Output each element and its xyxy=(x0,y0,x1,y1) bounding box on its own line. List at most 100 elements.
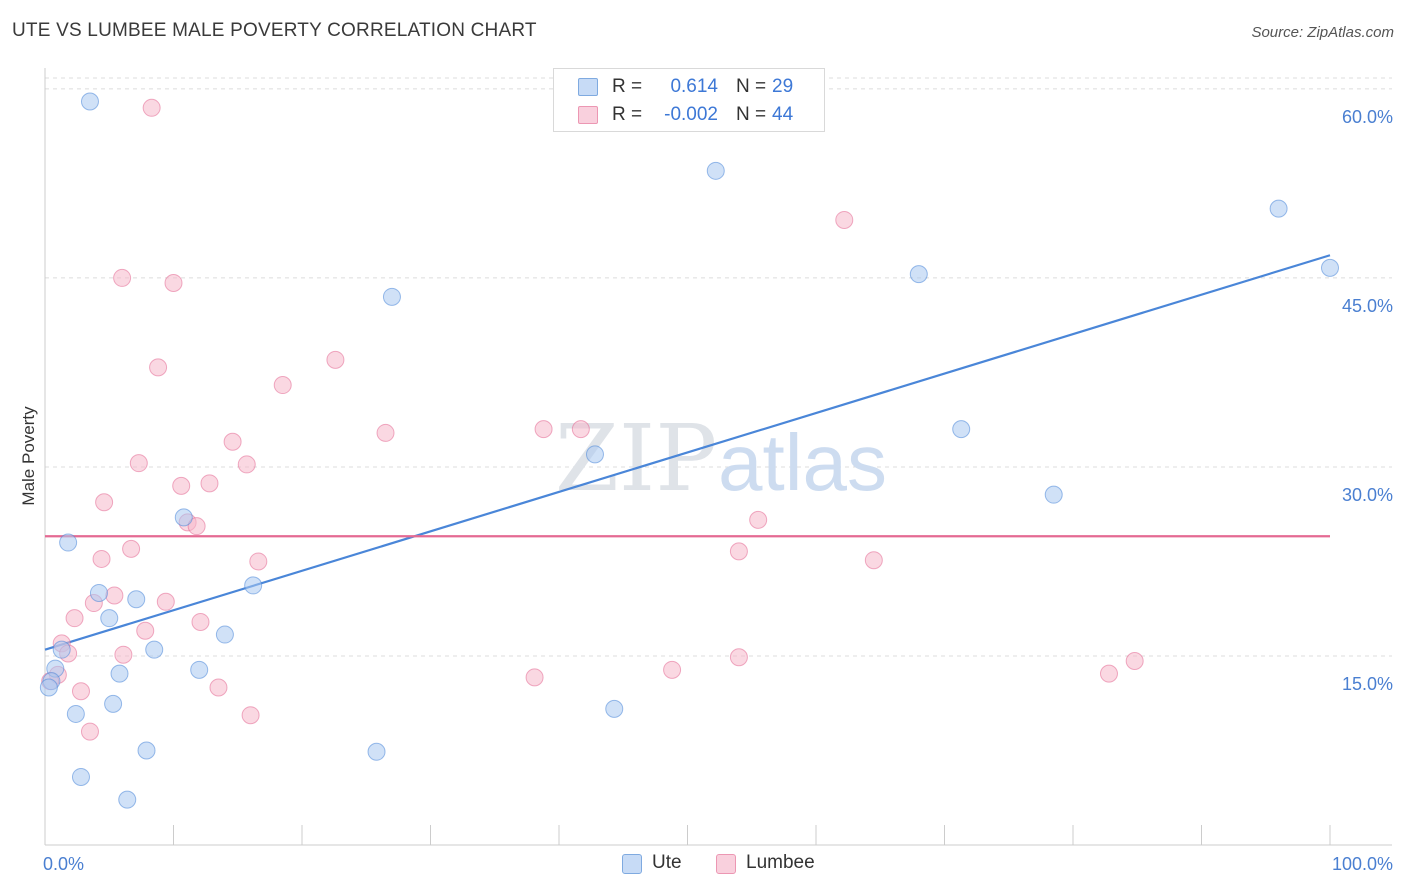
legend-label-ute: Ute xyxy=(652,852,682,873)
stats-legend: R = 0.614 N = 29 R = -0.002 N = 44 xyxy=(553,68,825,132)
point-ute xyxy=(706,161,725,180)
point-lumbee xyxy=(71,682,90,701)
legend-n-label: N = xyxy=(736,76,767,97)
point-ute xyxy=(1044,485,1063,504)
point-ute xyxy=(66,704,85,723)
point-lumbee xyxy=(209,678,228,697)
legend-n-label: N = xyxy=(736,104,767,125)
tick-labels: 15.0% 30.0% 45.0% 60.0% 0.0% 100.0% xyxy=(43,107,1393,874)
legend-r-value: -0.002 xyxy=(664,104,718,125)
x-tick-label: 0.0% xyxy=(43,854,84,874)
point-lumbee xyxy=(191,612,210,631)
axes xyxy=(44,68,1392,846)
point-lumbee xyxy=(571,420,590,439)
point-ute xyxy=(80,92,99,111)
point-lumbee xyxy=(525,668,544,687)
legend-label-lumbee: Lumbee xyxy=(746,852,815,873)
point-ute xyxy=(118,790,137,809)
point-lumbee xyxy=(187,517,206,536)
point-lumbee xyxy=(156,592,175,611)
legend-r-label: R = xyxy=(612,104,643,125)
y-tick-label: 45.0% xyxy=(1342,296,1393,316)
y-tick-label: 60.0% xyxy=(1342,107,1393,127)
point-ute xyxy=(909,265,928,284)
point-lumbee xyxy=(729,648,748,667)
point-lumbee xyxy=(749,510,768,529)
point-lumbee xyxy=(122,539,141,558)
point-lumbee xyxy=(376,423,395,442)
trend-line-ute xyxy=(44,254,1331,651)
point-lumbee xyxy=(142,98,161,117)
point-lumbee xyxy=(149,358,168,377)
point-lumbee xyxy=(864,551,883,570)
point-ute xyxy=(145,640,164,659)
y-tick-label: 30.0% xyxy=(1342,485,1393,505)
point-lumbee xyxy=(200,474,219,493)
legend-swatch-lumbee xyxy=(578,106,598,124)
legend-n-value: 29 xyxy=(772,76,794,97)
point-lumbee xyxy=(95,493,114,512)
point-lumbee xyxy=(729,542,748,561)
point-lumbee xyxy=(1099,664,1118,683)
point-ute xyxy=(1321,258,1339,277)
point-ute xyxy=(71,767,90,786)
point-lumbee xyxy=(241,706,260,725)
point-ute xyxy=(190,660,209,679)
point-lumbee xyxy=(113,268,132,287)
point-lumbee xyxy=(534,420,553,439)
point-ute xyxy=(1269,199,1288,218)
watermark-atlas: atlas xyxy=(718,418,887,507)
legend-row-lumbee: R = -0.002 N = 44 xyxy=(554,101,824,129)
point-lumbee xyxy=(172,476,191,495)
point-lumbee xyxy=(249,552,268,571)
legend-row-ute: R = 0.614 N = 29 xyxy=(554,73,824,101)
point-ute xyxy=(52,640,71,659)
data-points xyxy=(39,92,1339,809)
point-lumbee xyxy=(237,455,256,474)
point-lumbee xyxy=(1125,652,1144,671)
point-ute xyxy=(89,583,108,602)
point-ute xyxy=(104,694,123,713)
point-lumbee xyxy=(114,645,133,664)
point-ute xyxy=(100,609,119,628)
legend-swatch-ute xyxy=(622,854,642,874)
point-lumbee xyxy=(65,609,84,628)
legend-r-label: R = xyxy=(612,76,643,97)
point-ute xyxy=(215,625,234,644)
point-lumbee xyxy=(136,621,155,640)
point-lumbee xyxy=(273,376,292,395)
point-ute xyxy=(174,508,193,527)
series-legend: Ute Lumbee xyxy=(0,852,1406,878)
point-lumbee xyxy=(835,210,854,229)
point-ute xyxy=(382,287,401,306)
point-lumbee xyxy=(129,454,148,473)
legend-swatch-lumbee xyxy=(716,854,736,874)
point-ute xyxy=(110,664,129,683)
trend-lines xyxy=(44,254,1331,651)
point-lumbee xyxy=(164,273,183,292)
point-lumbee xyxy=(663,660,682,679)
y-tick-label: 15.0% xyxy=(1342,674,1393,694)
legend-r-value: 0.614 xyxy=(670,76,718,97)
point-lumbee xyxy=(105,586,124,605)
point-lumbee xyxy=(223,432,242,451)
legend-swatch-ute xyxy=(578,78,598,96)
point-lumbee xyxy=(80,722,99,741)
point-ute xyxy=(127,590,146,609)
point-lumbee xyxy=(326,350,345,369)
legend-n-value: 44 xyxy=(772,104,794,125)
point-ute xyxy=(137,741,156,760)
source-label: Source: ZipAtlas.com xyxy=(1251,24,1394,41)
point-ute xyxy=(605,699,624,718)
point-ute xyxy=(585,445,604,464)
y-axis-label: Male Poverty xyxy=(19,406,38,506)
point-lumbee xyxy=(92,549,111,568)
x-tick-label: 100.0% xyxy=(1332,854,1393,874)
point-ute xyxy=(952,420,971,439)
chart-title: UTE VS LUMBEE MALE POVERTY CORRELATION C… xyxy=(12,20,537,41)
point-ute xyxy=(59,533,78,552)
point-ute xyxy=(39,678,58,697)
point-ute xyxy=(244,576,263,595)
point-ute xyxy=(367,742,386,761)
